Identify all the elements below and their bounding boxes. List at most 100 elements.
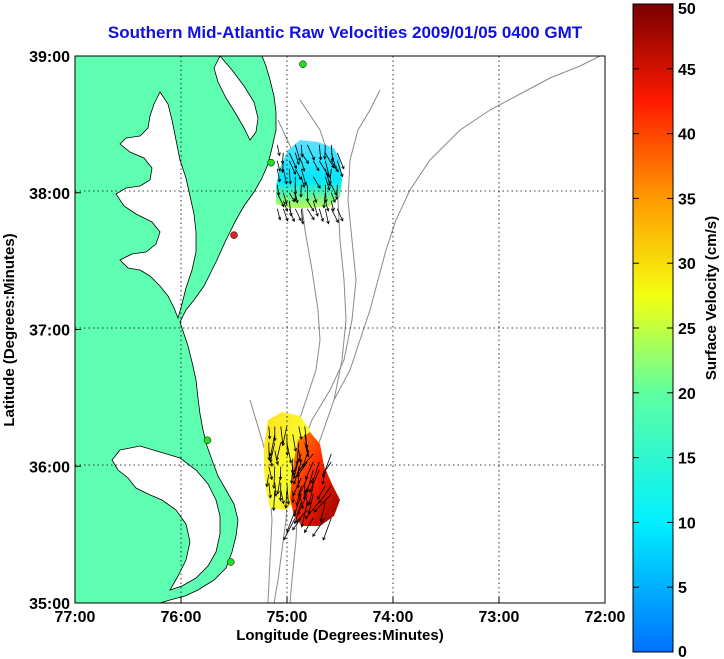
- velocity-arrow-head: [335, 219, 339, 224]
- velocity-arrow-head: [278, 476, 283, 481]
- chesapeake-bay: [115, 91, 197, 320]
- velocity-arrow-head: [285, 217, 289, 222]
- velocity-arrow-head: [292, 171, 297, 175]
- velocity-arrow-head: [285, 452, 290, 456]
- velocity-arrow-head: [277, 178, 282, 183]
- velocity-arrow: [296, 442, 300, 465]
- velocity-arrow-head: [316, 496, 321, 500]
- velocity-arrow: [305, 501, 320, 519]
- velocity-arrow-head: [292, 480, 297, 485]
- velocity-arrow-head: [265, 483, 269, 488]
- velocity-arrow-head: [321, 473, 326, 478]
- velocity-arrow: [295, 509, 308, 523]
- velocity-arrow-head: [291, 499, 295, 504]
- velocity-arrow-head: [327, 174, 331, 179]
- velocity-arrow: [293, 461, 302, 485]
- velocity-arrow: [336, 160, 343, 177]
- x-tick-label: 72:00: [585, 609, 626, 626]
- velocity-arrow-head: [292, 475, 297, 480]
- colorbar-tick-label: 25: [678, 321, 696, 338]
- velocity-arrow: [266, 474, 270, 487]
- velocity-arrow-head: [296, 473, 300, 478]
- velocity-arrow: [324, 208, 329, 224]
- colorbar-tick-label: 35: [678, 191, 696, 208]
- velocity-arrow-head: [332, 199, 336, 204]
- velocity-arrow: [300, 160, 305, 172]
- velocity-arrow-head: [296, 484, 300, 489]
- velocity-arrow-head: [299, 436, 303, 440]
- velocity-arrow-head: [330, 164, 335, 169]
- velocity-arrow: [301, 501, 308, 527]
- velocity-arrow: [286, 482, 289, 505]
- velocity-arrow-head: [315, 213, 319, 217]
- velocity-arrow: [312, 176, 321, 189]
- colorbar-tick-label: 5: [678, 580, 687, 597]
- velocity-arrow-head: [341, 165, 345, 170]
- velocity-arrow: [314, 493, 332, 513]
- velocity-arrow: [294, 192, 298, 203]
- velocity-arrow: [280, 426, 284, 445]
- velocity-arrow: [300, 176, 305, 188]
- velocity-arrow-head: [291, 472, 296, 476]
- radar-site-marker: [230, 231, 238, 239]
- velocity-arrow: [330, 160, 339, 172]
- velocity-arrow-head: [277, 216, 282, 221]
- radar-site-marker: [299, 60, 307, 68]
- velocity-arrow: [276, 208, 281, 220]
- velocity-arrow-head: [322, 470, 327, 475]
- x-tick-label: 75:00: [267, 609, 308, 626]
- x-tick-label: 76:00: [161, 609, 202, 626]
- velocity-arrow: [324, 184, 327, 203]
- colorbar-tick-label: 50: [678, 1, 696, 18]
- velocity-arrow-head: [298, 467, 302, 472]
- velocity-arrow: [336, 208, 344, 221]
- velocity-arrows: [265, 144, 345, 541]
- velocity-arrow: [297, 493, 308, 515]
- velocity-arrow-head: [291, 218, 295, 223]
- velocity-arrow-head: [277, 152, 281, 157]
- velocity-arrow-head: [275, 461, 279, 466]
- velocity-arrow: [292, 434, 297, 452]
- x-tick-label: 77:00: [55, 609, 96, 626]
- velocity-arrow: [294, 208, 302, 221]
- velocity-arrow: [330, 208, 339, 223]
- velocity-arrow-head: [293, 165, 298, 170]
- velocity-arrow-head: [292, 526, 296, 531]
- velocity-arrow: [288, 168, 291, 184]
- velocity-arrow: [294, 144, 301, 161]
- velocity-arrow-head: [307, 510, 312, 515]
- velocity-arrow-head: [268, 494, 273, 499]
- velocity-arrow-head: [313, 508, 318, 513]
- velocity-arrow-head: [289, 212, 293, 217]
- velocity-arrow: [282, 168, 287, 184]
- velocity-arrow: [304, 442, 309, 457]
- velocity-arrow: [329, 168, 332, 185]
- chart-title: Southern Mid-Atlantic Raw Velocities 200…: [108, 23, 583, 42]
- velocity-arrow: [288, 192, 295, 202]
- velocity-arrow-head: [281, 442, 285, 447]
- colorbar-label: Surface Velocity (cm/s): [703, 216, 720, 380]
- velocity-arrow-head: [267, 435, 272, 440]
- velocity-arrow: [305, 461, 314, 479]
- velocity-arrow-head: [295, 199, 299, 204]
- velocity-arrow-head: [303, 490, 307, 495]
- velocity-arrow: [288, 208, 295, 222]
- velocity-arrow: [330, 192, 336, 203]
- velocity-arrow: [300, 168, 307, 186]
- velocity-arrow-head: [322, 204, 326, 209]
- velocity-arrow: [294, 168, 302, 180]
- velocity-arrow: [308, 493, 314, 514]
- velocity-arrow: [312, 192, 317, 203]
- y-tick-label: 35:00: [29, 596, 70, 613]
- velocity-arrow: [324, 200, 329, 212]
- colorbar-tick-label: 20: [678, 386, 696, 403]
- velocity-arrow-head: [284, 208, 289, 213]
- velocity-arrow-head: [319, 518, 324, 523]
- velocity-arrow-head: [295, 519, 300, 523]
- velocity-arrow: [291, 466, 294, 484]
- colorbar: [632, 3, 674, 653]
- velocity-arrow: [292, 477, 302, 496]
- velocity-arrow-head: [298, 217, 302, 222]
- y-tick-label: 39:00: [29, 49, 70, 66]
